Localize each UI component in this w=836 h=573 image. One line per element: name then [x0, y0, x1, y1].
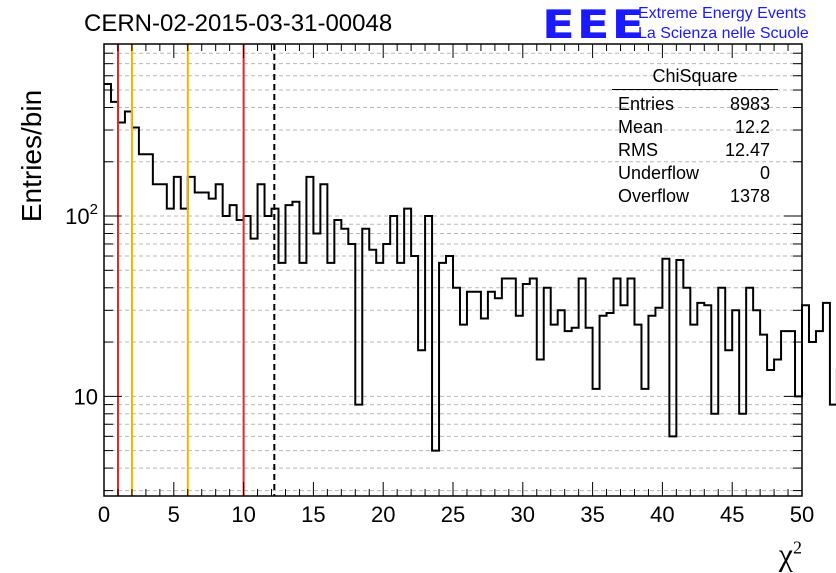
- eee-logo: EEE: [542, 2, 646, 48]
- stats-row: Entries 8983: [612, 93, 778, 116]
- eee-logo-text: Extreme Energy Events La Scienza nelle S…: [638, 4, 809, 44]
- stats-value: 12.2: [735, 116, 770, 139]
- x-tick-label: 35: [580, 502, 604, 527]
- y-tick-label: 10: [74, 384, 98, 409]
- x-tick-label: 10: [231, 502, 255, 527]
- x-tick-label: 0: [98, 502, 110, 527]
- stats-row: Underflow 0: [612, 162, 778, 185]
- stats-row: Mean 12.2: [612, 116, 778, 139]
- x-tick-label: 20: [371, 502, 395, 527]
- stats-value: 1378: [730, 185, 770, 208]
- stats-value: 12.47: [725, 139, 770, 162]
- x-tick-label: 5: [168, 502, 180, 527]
- x-tick-label: 45: [720, 502, 744, 527]
- x-axis-title: χ2: [779, 536, 802, 573]
- stats-box-title: ChiSquare: [612, 66, 778, 90]
- x-tick-label: 30: [511, 502, 535, 527]
- stats-label: Overflow: [618, 185, 689, 208]
- x-tick-label: 40: [650, 502, 674, 527]
- stats-row: Overflow 1378: [612, 185, 778, 208]
- x-tick-label: 15: [301, 502, 325, 527]
- stats-label: RMS: [618, 139, 658, 162]
- y-axis-title-wrap: Entries/bin: [6, 110, 46, 190]
- stats-value: 0: [760, 162, 770, 185]
- logo-line-1: Extreme Energy Events: [638, 4, 809, 24]
- stats-value: 8983: [730, 93, 770, 116]
- y-tick-label: 102: [65, 201, 98, 229]
- x-tick-label: 50: [790, 502, 814, 527]
- stats-row: RMS 12.47: [612, 139, 778, 162]
- logo-line-2: La Scienza nelle Scuole: [638, 24, 809, 44]
- y-axis-title: Entries/bin: [16, 90, 48, 222]
- stats-label: Underflow: [618, 162, 699, 185]
- chart-title: CERN-02-2015-03-31-00048: [84, 10, 392, 38]
- stats-label: Mean: [618, 116, 663, 139]
- x-tick-label: 25: [441, 502, 465, 527]
- stats-label: Entries: [618, 93, 674, 116]
- x-axis-title-base: χ: [779, 536, 793, 572]
- x-axis-title-sup: 2: [793, 537, 802, 557]
